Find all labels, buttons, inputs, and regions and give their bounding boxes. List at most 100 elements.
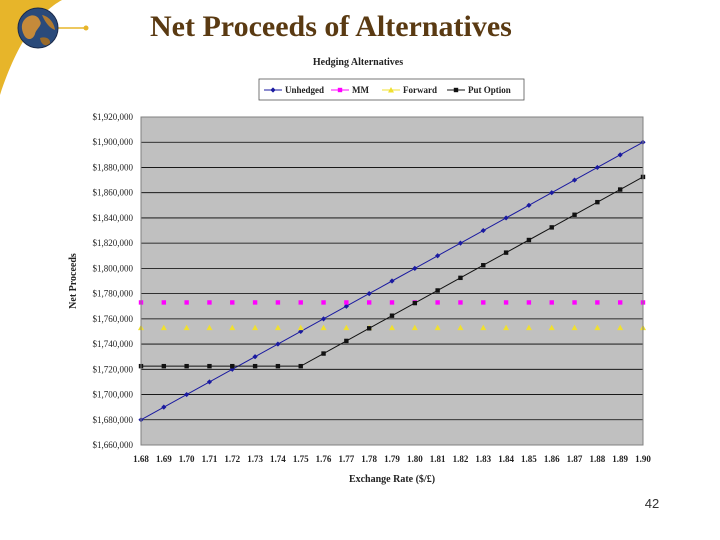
point-put-option bbox=[595, 199, 600, 205]
x-tick-label: 1.79 bbox=[384, 454, 400, 464]
point-put-option bbox=[184, 363, 189, 369]
point-unhedged bbox=[571, 177, 578, 183]
legend-swatch-marker bbox=[337, 87, 343, 93]
point-mm bbox=[595, 300, 600, 305]
point-mm bbox=[458, 300, 463, 305]
point-forward bbox=[389, 324, 395, 331]
slide-title: Net Proceeds of Alternatives bbox=[150, 10, 512, 43]
x-tick-label: 1.86 bbox=[544, 454, 560, 464]
point-forward bbox=[617, 324, 624, 331]
x-tick-label: 1.83 bbox=[475, 454, 491, 464]
point-put-option bbox=[617, 187, 623, 192]
series-layer bbox=[138, 139, 646, 423]
x-tick-label: 1.84 bbox=[498, 454, 514, 464]
x-tick-label: 1.68 bbox=[133, 454, 149, 464]
point-unhedged bbox=[343, 303, 349, 309]
y-tick-label: $1,740,000 bbox=[93, 339, 134, 349]
point-forward bbox=[503, 324, 510, 331]
legend-swatch-marker bbox=[453, 87, 459, 93]
point-forward bbox=[297, 324, 304, 331]
point-forward bbox=[571, 324, 578, 331]
point-unhedged bbox=[549, 190, 555, 196]
x-tick-label: 1.80 bbox=[407, 454, 423, 464]
point-mm bbox=[252, 300, 258, 305]
point-unhedged bbox=[275, 341, 281, 347]
y-tick-label: $1,780,000 bbox=[93, 289, 134, 299]
y-axis-label: Net Proceeds bbox=[68, 253, 79, 309]
point-forward bbox=[411, 324, 418, 331]
point-put-option bbox=[161, 363, 167, 369]
point-unhedged bbox=[594, 164, 600, 171]
globe-logo-icon bbox=[17, 7, 59, 49]
point-forward bbox=[206, 324, 213, 331]
legend-swatch-marker bbox=[388, 87, 394, 93]
point-put-option bbox=[412, 300, 418, 306]
point-forward bbox=[229, 324, 236, 331]
point-forward bbox=[343, 324, 350, 331]
point-unhedged bbox=[389, 278, 395, 284]
y-tick-label: $1,680,000 bbox=[93, 415, 134, 425]
point-unhedged bbox=[161, 404, 167, 410]
point-put-option bbox=[275, 363, 281, 369]
point-put-option bbox=[252, 363, 258, 369]
plot-border bbox=[140, 116, 644, 446]
y-tick-label: $1,760,000 bbox=[93, 314, 134, 324]
x-tick-label: 1.72 bbox=[224, 454, 240, 464]
point-mm bbox=[617, 300, 623, 305]
point-mm bbox=[549, 300, 554, 305]
x-tick-labels: 1.68 1.69 1.70 1.71 1.72 1.73 1.74 1.75 1.76 1.77… bbox=[133, 454, 651, 464]
x-tick-label: 1.70 bbox=[179, 454, 195, 464]
point-put-option bbox=[435, 288, 440, 293]
point-put-option bbox=[572, 212, 577, 217]
point-forward bbox=[274, 324, 281, 331]
point-unhedged bbox=[298, 328, 304, 335]
point-unhedged bbox=[435, 253, 441, 259]
point-forward bbox=[434, 324, 441, 331]
x-axis-label: Exchange Rate ($/£) bbox=[349, 474, 435, 485]
page-number: 42 bbox=[644, 496, 660, 511]
x-tick-label: 1.78 bbox=[361, 454, 377, 464]
point-mm bbox=[503, 300, 509, 305]
point-mm bbox=[366, 300, 372, 305]
point-put-option bbox=[344, 338, 349, 344]
legend-label-put-option: Put Option bbox=[468, 85, 511, 95]
x-tick-label: 1.89 bbox=[612, 454, 628, 464]
x-tick-label: 1.73 bbox=[247, 454, 263, 464]
point-mm bbox=[526, 300, 532, 305]
point-put-option bbox=[207, 363, 212, 369]
x-tick-label: 1.69 bbox=[156, 454, 172, 464]
rule-end-dot bbox=[83, 25, 89, 31]
legend-label-unhedged: Unhedged bbox=[285, 85, 324, 95]
point-forward bbox=[457, 324, 464, 331]
y-tick-label: $1,860,000 bbox=[93, 188, 134, 198]
point-forward bbox=[525, 324, 532, 331]
gold-swoosh bbox=[0, 0, 62, 95]
x-tick-label: 1.75 bbox=[293, 454, 309, 464]
point-forward bbox=[480, 324, 487, 331]
legend-swatch-marker bbox=[270, 87, 276, 93]
y-tick-labels: $1,660,000 $1,680,000 $1,700,000 $1,720,000… bbox=[93, 112, 134, 450]
point-unhedged bbox=[480, 227, 486, 234]
point-unhedged bbox=[412, 265, 418, 271]
point-mm bbox=[321, 300, 326, 305]
point-mm bbox=[389, 300, 395, 305]
x-tick-label: 1.87 bbox=[567, 454, 583, 464]
y-tick-label: $1,840,000 bbox=[93, 213, 134, 223]
point-unhedged bbox=[206, 379, 213, 385]
point-put-option bbox=[298, 363, 303, 369]
point-mm bbox=[481, 300, 486, 305]
y-tick-label: $1,800,000 bbox=[93, 263, 134, 273]
point-mm bbox=[275, 300, 281, 305]
point-put-option bbox=[481, 263, 486, 268]
point-mm bbox=[207, 300, 212, 305]
point-unhedged bbox=[503, 215, 509, 221]
point-mm bbox=[435, 300, 440, 305]
point-put-option bbox=[321, 351, 326, 356]
x-tick-label: 1.82 bbox=[453, 454, 469, 464]
chart-legend: Unhedged MM Forward Put Option bbox=[258, 78, 525, 101]
x-tick-label: 1.71 bbox=[202, 454, 218, 464]
point-unhedged bbox=[252, 354, 258, 360]
legend-label-forward: Forward bbox=[403, 85, 437, 95]
x-tick-label: 1.88 bbox=[589, 454, 605, 464]
